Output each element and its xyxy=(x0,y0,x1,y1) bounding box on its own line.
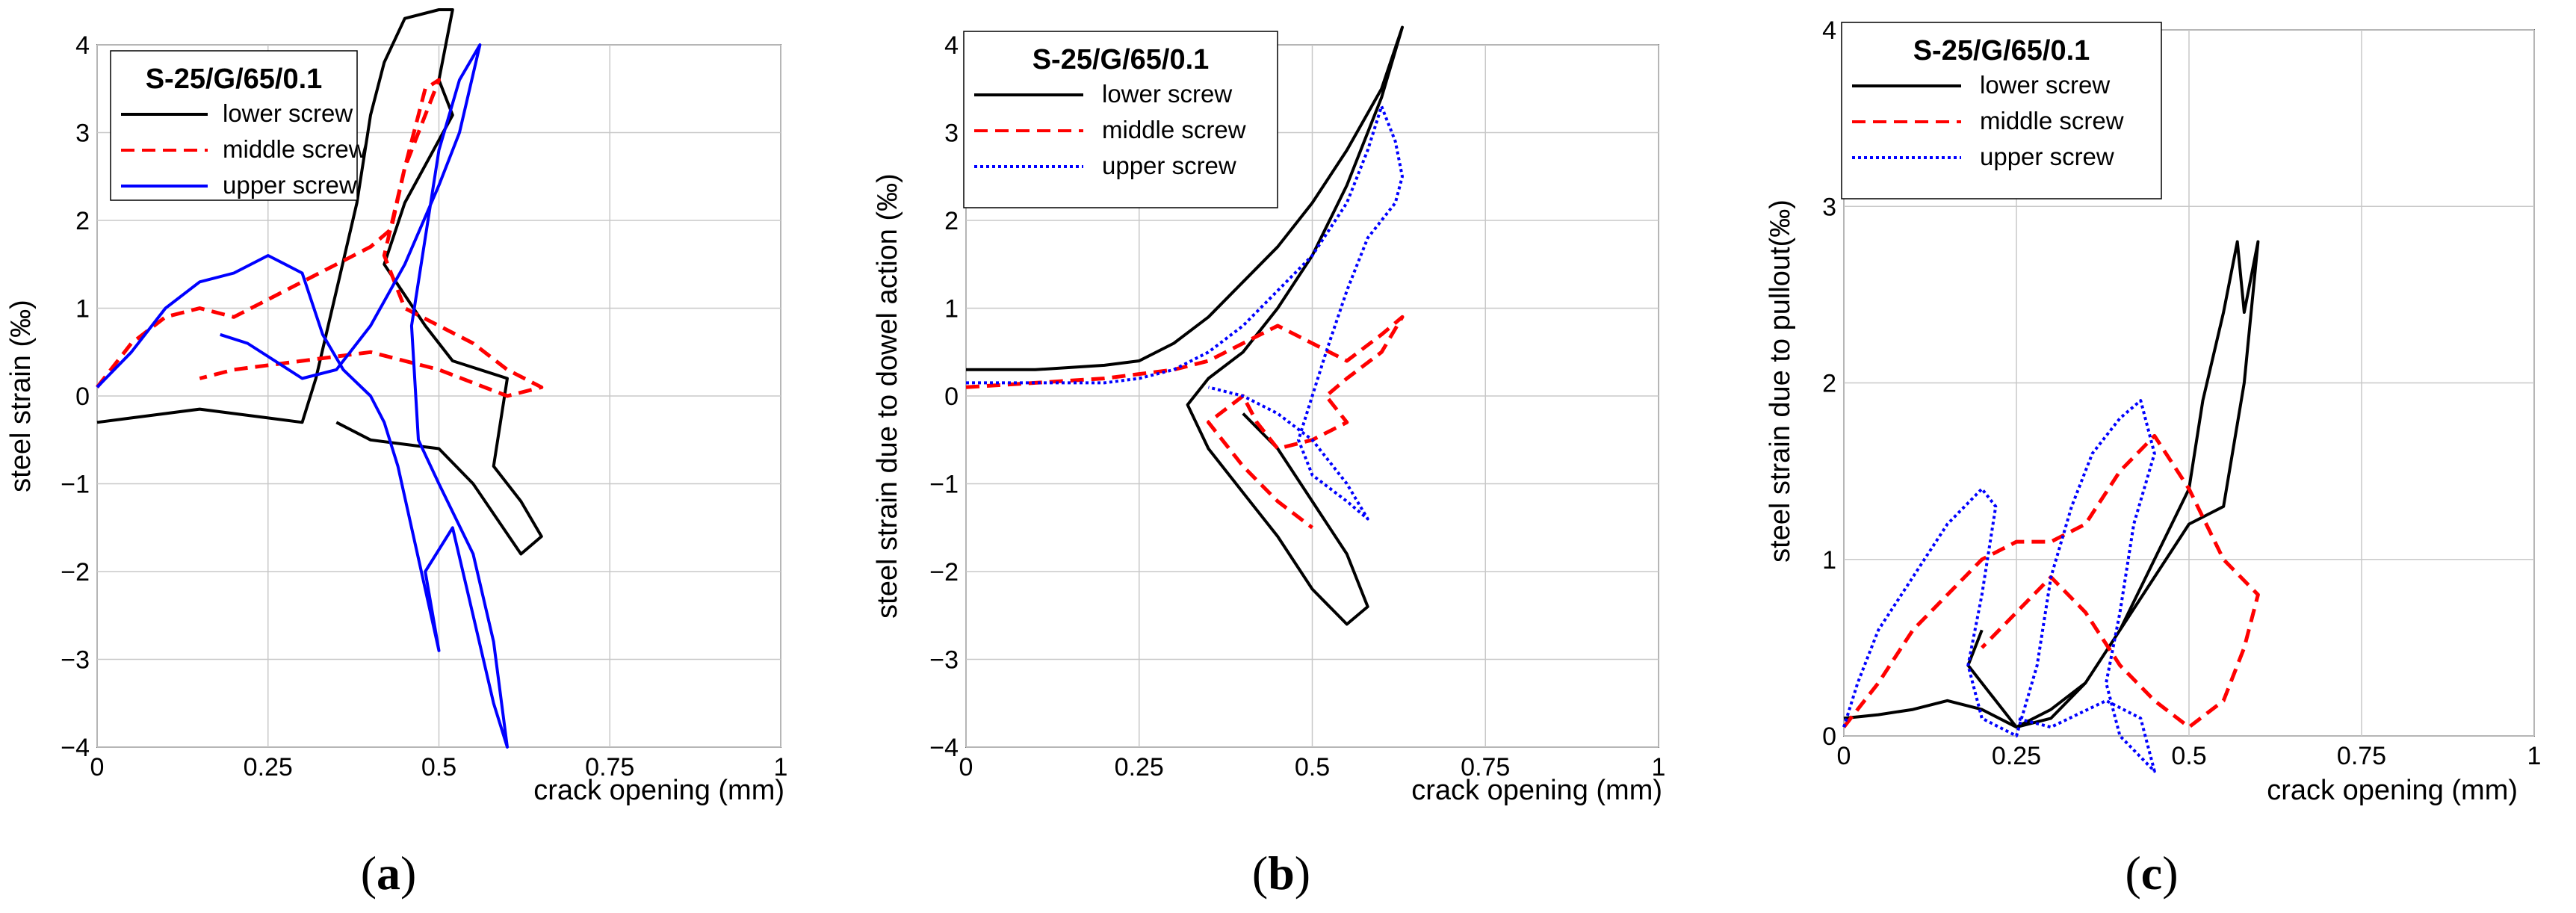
y-tick-label: 4 xyxy=(75,31,90,60)
y-tick-label: 3 xyxy=(1822,193,1836,221)
y-tick-label: 3 xyxy=(944,120,959,148)
series-line-middle-screw xyxy=(1842,433,2260,729)
legend-box xyxy=(963,31,1278,208)
x-tick-label: 0 xyxy=(90,753,105,782)
y-tick-label: 1 xyxy=(75,295,90,324)
x-tick-label: 0.75 xyxy=(1461,753,1510,782)
x-tick-label: 0.5 xyxy=(2171,742,2206,770)
legend-entry: middle screw xyxy=(1102,116,1246,143)
x-tick-label: 0 xyxy=(1837,742,1851,770)
x-axis-label: crack opening (mm) xyxy=(2267,775,2518,806)
series-line-middle-screw xyxy=(965,315,1405,530)
legend-entry: lower screw xyxy=(1102,80,1232,108)
series-line-lower-screw xyxy=(1843,240,2260,729)
x-tick-label: 0.75 xyxy=(2337,742,2386,770)
chart-panel-c: 0 0.25 0.5 0.75 1 0 1 2 3 4 crack opening (mm) stee… xyxy=(1765,16,2541,900)
x-tick-label: 1 xyxy=(2527,742,2542,770)
y-axis-label: steel strain (‰) xyxy=(5,300,37,492)
series-line-lower-screw xyxy=(96,8,543,556)
legend-title: S-25/G/65/0.1 xyxy=(1032,44,1210,75)
y-tick-label: 4 xyxy=(944,31,959,60)
panel-caption: (b) xyxy=(1252,847,1310,900)
y-tick-label: 1 xyxy=(1822,546,1836,575)
y-tick-label: −1 xyxy=(61,471,90,499)
chart-panel-a: 0 0.25 0.5 0.75 1 −4 −3 −2 −1 0 1 2 3 4 crack opening … xyxy=(5,8,788,900)
y-tick-label: −4 xyxy=(61,734,90,762)
y-tick-label: 0 xyxy=(944,383,959,411)
x-tick-label: 1 xyxy=(774,753,788,782)
y-tick-label: 0 xyxy=(1822,722,1836,751)
y-tick-label: −3 xyxy=(61,646,90,675)
series-line-upper-screw xyxy=(96,43,509,749)
y-tick-label: 4 xyxy=(1822,16,1836,45)
x-tick-label: 0.75 xyxy=(585,753,634,782)
y-axis-label: steel strain due to dowel action (‰) xyxy=(872,173,903,619)
y-tick-label: 2 xyxy=(75,207,90,235)
panel-caption: (c) xyxy=(2125,847,2178,900)
chart-panel-b: 0 0.25 0.5 0.75 1 −4 −3 −2 −1 0 1 2 3 4 crack opening … xyxy=(872,25,1666,900)
x-tick-label: 0.5 xyxy=(421,753,456,782)
legend-box xyxy=(110,50,358,201)
legend-entry: upper screw xyxy=(1102,152,1236,179)
y-tick-label: −2 xyxy=(929,558,959,587)
legend-entry: upper screw xyxy=(1980,143,2114,170)
legend-entry: lower screw xyxy=(1980,71,2110,99)
series-line-middle-screw xyxy=(96,78,544,398)
y-tick-label: 2 xyxy=(1822,370,1836,398)
legend-entry: upper screw xyxy=(223,171,357,199)
x-axis-label: crack opening (mm) xyxy=(533,775,784,806)
x-tick-label: 0.25 xyxy=(1115,753,1164,782)
x-tick-label: 0.5 xyxy=(1295,753,1330,782)
y-tick-label: 3 xyxy=(75,120,90,148)
y-tick-label: −2 xyxy=(61,558,90,587)
legend-entry: lower screw xyxy=(223,99,353,127)
y-tick-label: −1 xyxy=(929,471,959,499)
y-tick-label: 1 xyxy=(944,295,959,324)
y-axis-label: steel strain due to pullout(‰) xyxy=(1765,199,1796,563)
y-tick-label: −4 xyxy=(929,734,959,762)
x-tick-label: 0 xyxy=(959,753,973,782)
legend-entry: middle screw xyxy=(1980,107,2124,134)
series-line-upper-screw xyxy=(1842,399,2156,773)
x-axis-label: crack opening (mm) xyxy=(1411,775,1662,806)
x-tick-label: 0.25 xyxy=(244,753,293,782)
y-tick-label: −3 xyxy=(929,646,959,675)
legend-entry: middle screw xyxy=(223,135,367,163)
legend-box xyxy=(1841,22,2162,199)
y-tick-label: 2 xyxy=(944,207,959,235)
series-line-upper-screw xyxy=(966,105,1404,521)
legend-title: S-25/G/65/0.1 xyxy=(146,64,323,95)
legend-title: S-25/G/65/0.1 xyxy=(1913,35,2090,66)
x-tick-label: 0.25 xyxy=(1992,742,2041,770)
panel-caption: (a) xyxy=(361,847,417,900)
x-tick-label: 1 xyxy=(1652,753,1666,782)
y-tick-label: 0 xyxy=(75,383,90,411)
